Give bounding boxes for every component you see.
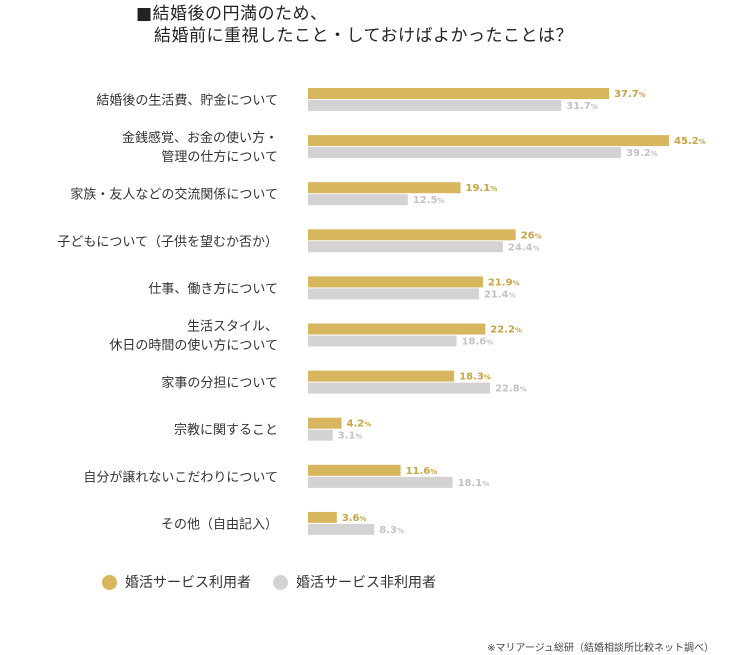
data-label-unit: % [437,197,444,205]
category-label: 自分が譲れないこだわりについて [83,469,278,485]
bar-nonusers [308,476,453,488]
bar-chart: 結婚後の生活費、貯金について 37.7% 31.7% 金銭感覚、お金の使い方・管理の仕… [57,88,706,536]
data-label-unit: % [364,421,371,429]
bar-nonusers [308,288,479,300]
data-label: 18.3% [459,372,491,383]
category-label: 家族・友人などの交流関係について [70,187,278,203]
data-label-unit: % [482,480,489,488]
bar-users [308,323,486,335]
data-label: 18.1% [458,478,490,489]
category-label-line: 生活スタイル、 [187,320,278,335]
data-label: 18.6% [462,337,494,348]
data-label: 19.1% [466,183,498,194]
category-label: 生活スタイル、休日の時間の使い方について [109,320,278,354]
bar-users [308,370,455,382]
data-label: 45.2% [674,136,706,147]
chart-title: ■結婚後の円満のため、 結婚前に重視したこと・しておけばよかったことは？ [136,3,573,47]
data-label-unit: % [533,244,540,252]
bar-nonusers [308,523,375,535]
category-label-line: 金銭感覚、お金の使い方・ [122,130,278,146]
data-label: 11.6% [406,466,438,477]
category-label-line: 子どもについて（子供を望むか否か） [57,234,278,250]
bar-nonusers [308,335,457,347]
data-label-unit: % [591,103,598,111]
bar-users [308,276,483,288]
data-label-unit: % [520,386,527,394]
data-label: 21.9% [488,277,520,288]
data-label-unit: % [397,527,404,535]
data-label: 22.8% [495,384,527,395]
category-label: その他（自由記入） [161,516,278,532]
data-label-unit: % [651,150,658,158]
data-label: 39.2% [626,148,658,159]
category-label-line: その他（自由記入） [161,516,278,532]
data-label: 21.4% [484,289,516,300]
bar-users [308,417,342,429]
data-label: 31.7% [566,101,598,112]
data-label: 3.6% [342,513,367,524]
bar-nonusers [308,100,562,111]
bar-users [308,511,337,523]
data-label-unit: % [356,433,363,441]
legend-item-users: 婚活サービス利用者 [102,572,251,592]
chart-title-line1: ■結婚後の円満のため、 [136,4,328,24]
category-label-line: 家族・友人などの交流関係について [70,187,278,203]
data-label-unit: % [639,91,646,99]
bar-nonusers [308,241,503,253]
bar-nonusers [308,429,333,441]
data-label-unit: % [513,279,520,287]
chart-title-line2: 結婚前に重視したこと・しておけばよかったことは？ [154,26,573,46]
data-label: 26% [521,230,542,241]
data-label-unit: % [430,468,437,476]
category-label-line: 家事の分担について [161,375,278,391]
data-label-unit: % [490,185,497,193]
category-label: 家事の分担について [161,375,278,391]
bar-users [308,464,401,476]
data-label-unit: % [535,232,542,240]
data-label: 8.3% [379,525,404,536]
category-label-line: 結婚後の生活費、貯金について [96,93,278,109]
data-label: 37.7% [614,89,646,100]
category-label-line: 宗教に関すること [174,422,278,438]
legend-label-nonusers: 婚活サービス非利用者 [296,575,436,591]
data-label-unit: % [699,138,706,146]
category-label-line: 管理の仕方について [161,149,278,165]
category-label-line: 休日の時間の使い方について [109,338,278,354]
data-label: 3.1% [338,431,363,442]
legend: 婚活サービス利用者 婚活サービス非利用者 [102,572,436,592]
category-label: 宗教に関すること [174,422,278,438]
category-label: 金銭感覚、お金の使い方・管理の仕方について [122,130,278,165]
legend-swatch-nonusers [273,574,288,590]
data-label-unit: % [486,339,493,347]
data-label-unit: % [509,291,516,299]
legend-item-nonusers: 婚活サービス非利用者 [273,572,436,592]
bar-users [308,182,461,194]
bar-nonusers [308,382,491,394]
bar-users [308,229,516,241]
data-label-unit: % [515,327,522,335]
category-label: 結婚後の生活費、貯金について [96,93,278,109]
data-label: 12.5% [413,195,445,206]
data-label-unit: % [484,374,491,382]
data-label-unit: % [360,515,367,523]
data-label: 22.2% [490,325,522,336]
data-label: 24.4% [508,242,540,253]
data-label: 4.2% [347,419,372,430]
category-label-line: 仕事、働き方について [148,281,278,297]
legend-label-users: 婚活サービス利用者 [125,575,251,591]
category-label: 仕事、働き方について [148,281,278,297]
category-label-line: 自分が譲れないこだわりについて [83,469,278,485]
bar-nonusers [308,147,622,159]
legend-swatch-users [102,574,117,590]
bar-nonusers [308,194,408,206]
bar-users [308,135,669,147]
source-note: ※マリアージュ総研（結婚相談所比較ネット調べ） [487,643,714,654]
bar-users [308,88,610,99]
category-label: 子どもについて（子供を望むか否か） [57,234,278,250]
